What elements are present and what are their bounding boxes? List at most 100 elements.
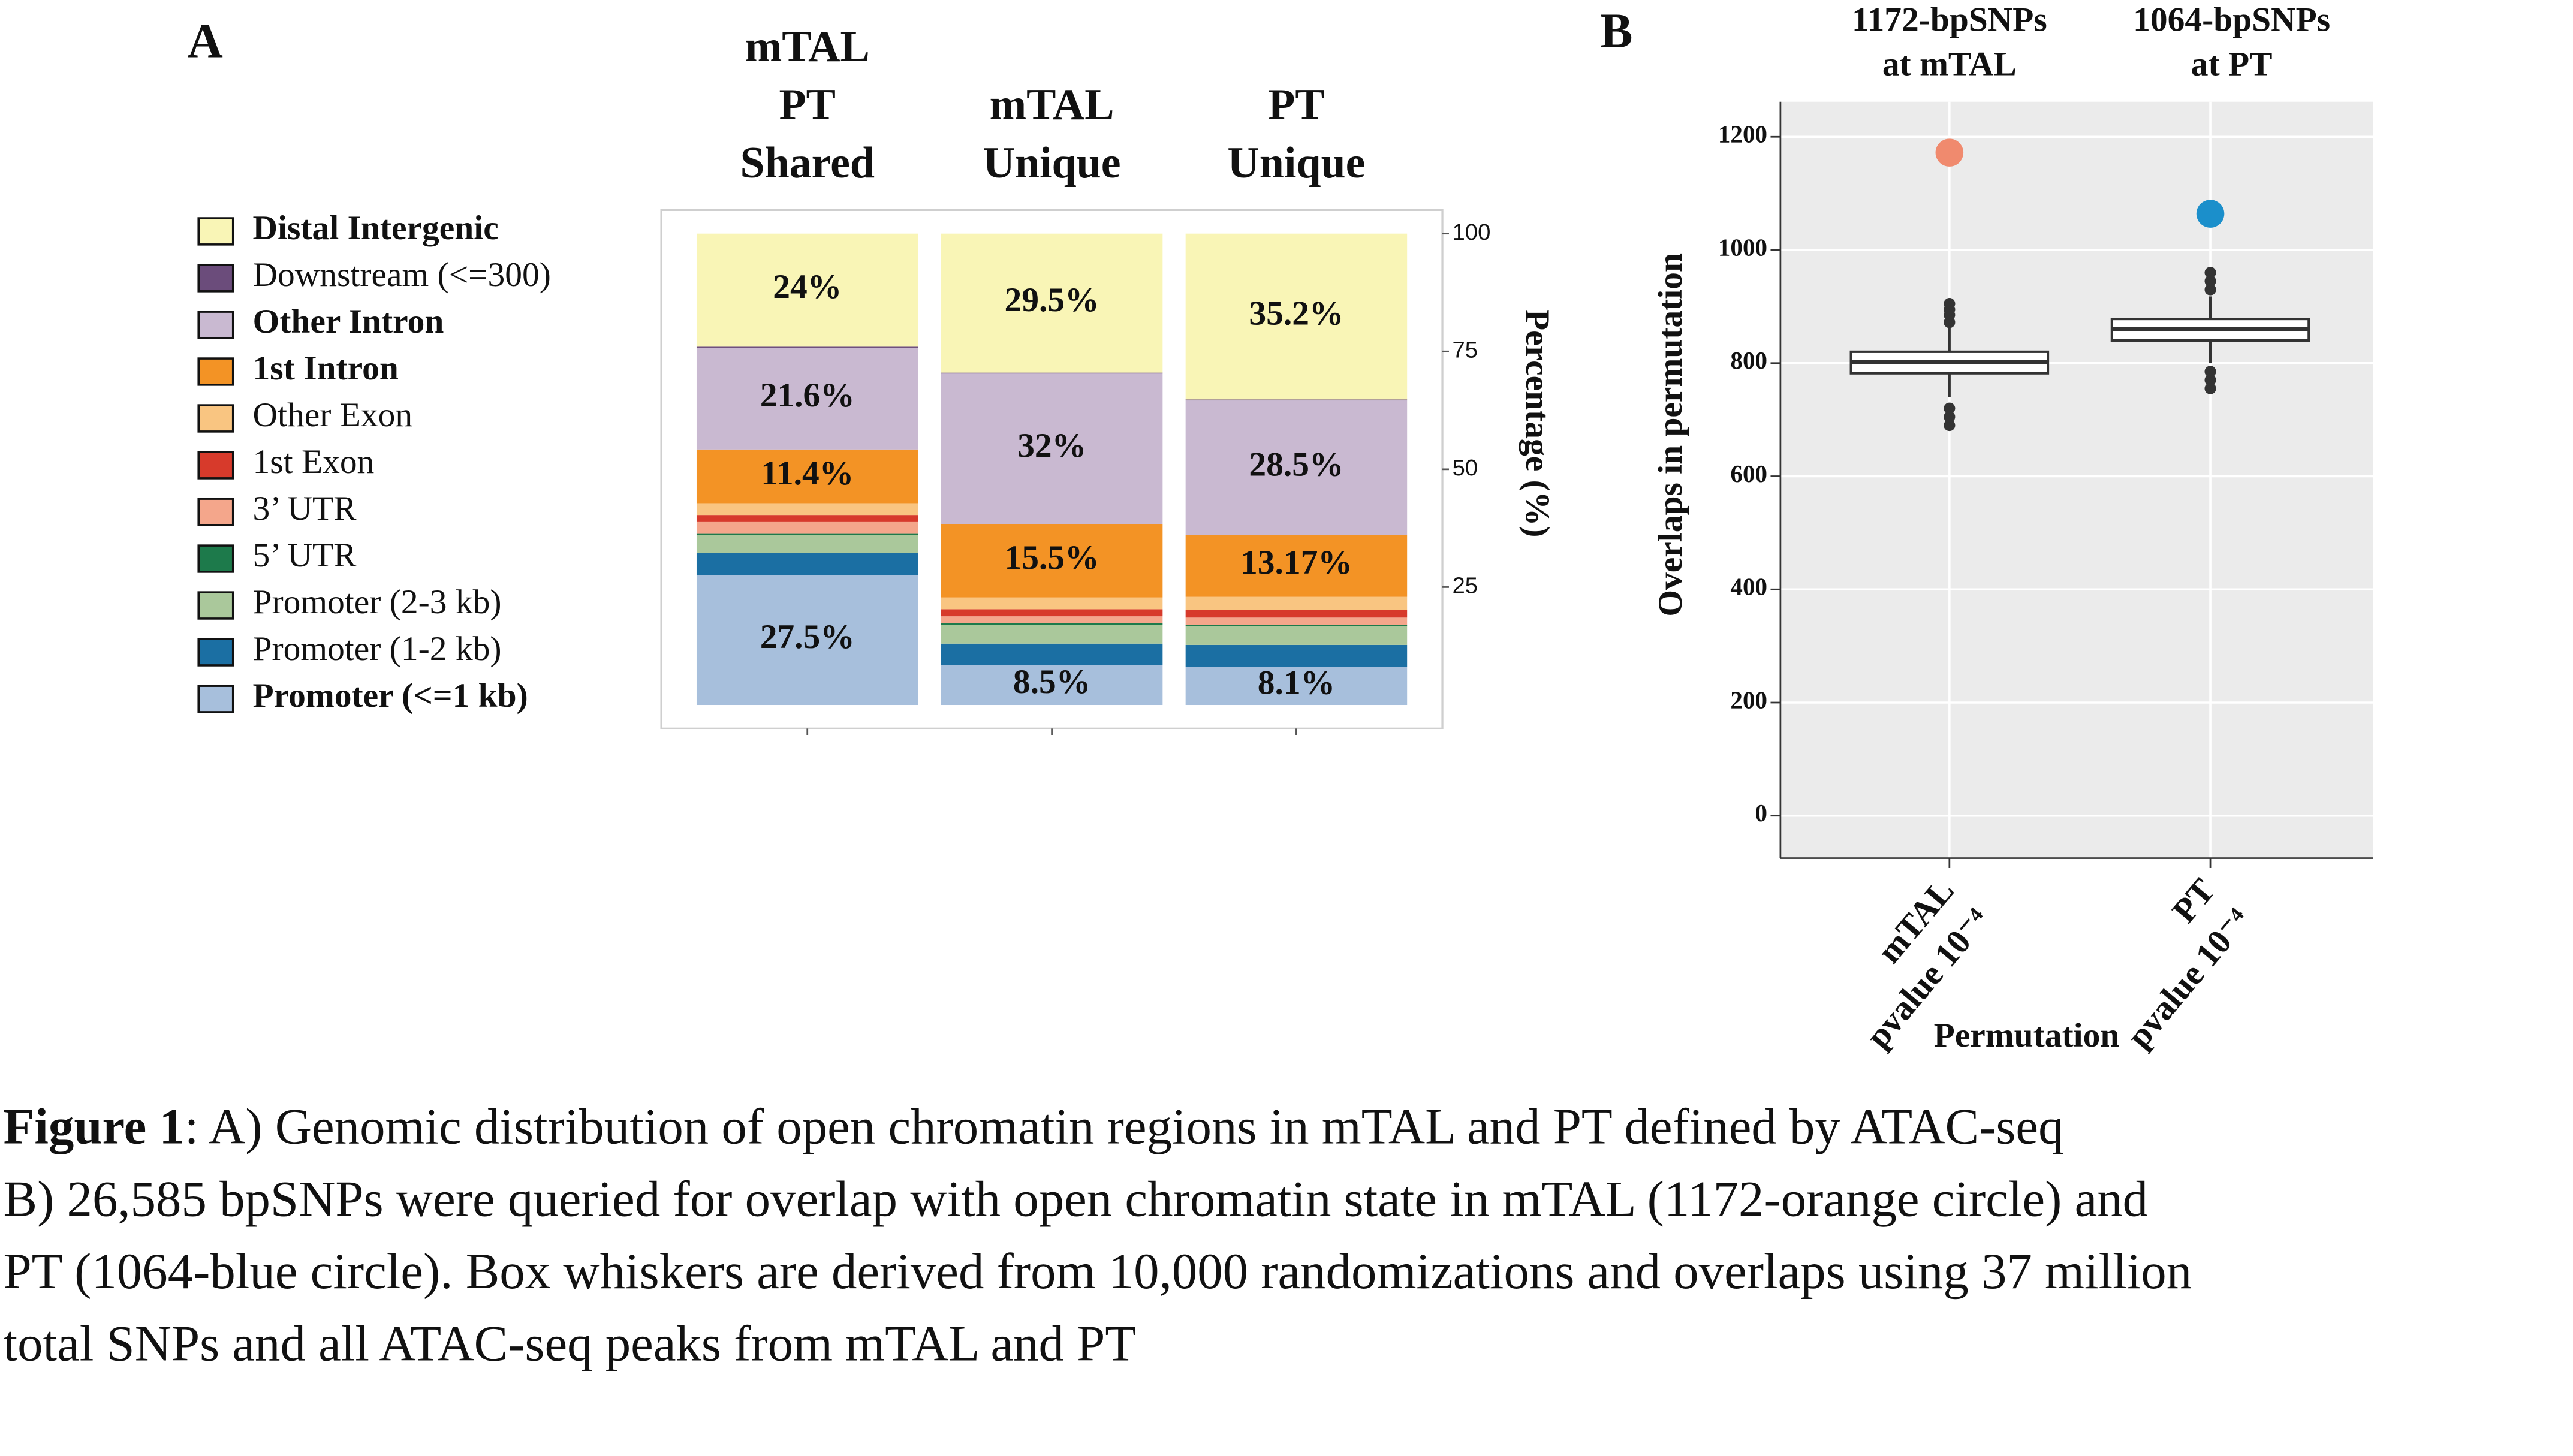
outlier xyxy=(1944,402,1956,414)
bar-segment xyxy=(1185,610,1408,618)
bar-segment xyxy=(696,233,918,347)
data-label: 24% xyxy=(773,268,842,306)
data-label: 29.5% xyxy=(1005,281,1099,319)
column-header: mTAL xyxy=(990,80,1114,129)
outlier xyxy=(2204,382,2216,394)
y-tick-label: 400 xyxy=(1730,573,1767,601)
legend-swatch xyxy=(197,498,234,526)
bar-segment xyxy=(941,623,1163,625)
bar-segment xyxy=(696,346,918,348)
outlier xyxy=(2204,275,2216,287)
legend-label: Other Exon xyxy=(253,396,413,434)
x-axis-title: Permutation xyxy=(1934,1017,2120,1054)
bar-segment xyxy=(1185,535,1408,597)
legend-label: 5’ UTR xyxy=(253,536,357,574)
caption-line: total SNPs and all ATAC-seq peaks from m… xyxy=(4,1315,1137,1371)
y-tick-label: 100 xyxy=(1452,219,1490,245)
bar-segment xyxy=(1185,400,1408,535)
bar-segment xyxy=(941,373,1163,524)
y-tick-label: 1200 xyxy=(1718,120,1767,148)
y-axis-title: Percentage (%) xyxy=(1519,309,1556,537)
legend-swatch xyxy=(197,451,234,480)
legend-label: Distal Intergenic xyxy=(253,209,499,247)
data-label: 15.5% xyxy=(1005,539,1099,577)
caption-text: : A) Genomic distribution of open chroma… xyxy=(185,1099,2064,1155)
y-tick-label: 800 xyxy=(1730,346,1767,374)
legend-swatch xyxy=(197,311,234,339)
bar-segment xyxy=(941,372,1163,374)
y-tick-label: 50 xyxy=(1452,455,1478,481)
column-header: Unique xyxy=(983,138,1121,187)
legend-swatch xyxy=(197,638,234,667)
annotation: 1172-bpSNPs xyxy=(1852,1,2047,39)
bar-segment xyxy=(696,515,918,522)
column-header: PT xyxy=(779,80,836,129)
y-axis-title: Overlaps in permutation xyxy=(1652,253,1689,617)
column-header: PT xyxy=(1268,80,1324,129)
bar-segment xyxy=(1185,617,1408,625)
bar-segment xyxy=(1185,644,1408,667)
bar-segment xyxy=(1185,233,1408,400)
data-label: 21.6% xyxy=(760,376,855,414)
bar-segment xyxy=(941,524,1163,598)
outlier xyxy=(1944,419,1956,432)
legend-label: 1st Intron xyxy=(253,349,399,387)
caption-line: Figure 1: A) Genomic distribution of ope… xyxy=(4,1099,2064,1155)
legend-label: Promoter (<=1 kb) xyxy=(253,677,528,715)
bar-segment xyxy=(941,643,1163,665)
observed-point xyxy=(1935,138,1964,167)
bar-segment xyxy=(696,575,918,706)
legend-label: Other Intron xyxy=(253,303,444,340)
bar-segment xyxy=(941,233,1163,373)
data-label: 8.5% xyxy=(1013,663,1090,701)
bar-segment xyxy=(941,616,1163,623)
bar-segment xyxy=(1185,625,1408,626)
bar-segment xyxy=(696,503,918,516)
legend-label: Promoter (2-3 kb) xyxy=(253,583,502,621)
bar-segment xyxy=(941,625,1163,644)
data-label: 11.4% xyxy=(761,454,854,492)
bar-segment xyxy=(941,597,1163,610)
data-label: 35.2% xyxy=(1249,294,1343,332)
bar-segment xyxy=(1185,596,1408,610)
bar-segment xyxy=(1185,399,1408,401)
caption-line: PT (1064-blue circle). Box whiskers are … xyxy=(4,1243,2192,1300)
outlier xyxy=(1944,298,1956,310)
legend-label: Downstream (<=300) xyxy=(253,256,551,294)
legend-swatch xyxy=(197,264,234,293)
bar-segment xyxy=(941,609,1163,617)
column-header: Unique xyxy=(1227,138,1365,187)
data-label: 28.5% xyxy=(1249,445,1343,483)
bar-segment xyxy=(696,347,918,450)
legend-swatch xyxy=(197,591,234,620)
bar-segment xyxy=(941,665,1163,706)
legend-swatch xyxy=(197,685,234,713)
annotation: 1064-bpSNPs xyxy=(2133,1,2330,39)
outlier xyxy=(1944,411,1956,423)
caption-line: B) 26,585 bpSNPs were queried for overla… xyxy=(4,1171,2149,1228)
legend-label: 3’ UTR xyxy=(253,490,357,527)
outlier xyxy=(2204,284,2216,296)
annotation: at mTAL xyxy=(1882,45,2017,83)
y-tick-label: 25 xyxy=(1452,573,1478,599)
legend-swatch xyxy=(197,217,234,246)
bar-segment xyxy=(696,535,918,553)
bar-segment xyxy=(1185,667,1408,706)
outlier xyxy=(2204,267,2216,279)
column-header: mTAL xyxy=(745,22,870,71)
legend-swatch xyxy=(197,357,234,386)
column-header: Shared xyxy=(740,138,875,187)
y-tick-label: 200 xyxy=(1730,686,1767,713)
legend-label: 1st Exon xyxy=(253,443,375,481)
observed-point xyxy=(2196,200,2225,228)
y-tick-label: 1000 xyxy=(1718,233,1767,261)
data-label: 8.1% xyxy=(1258,664,1335,701)
data-label: 32% xyxy=(1017,427,1086,465)
caption-label: Figure 1 xyxy=(4,1099,185,1155)
legend-swatch xyxy=(197,404,234,433)
bar-segment xyxy=(696,449,918,504)
bar-segment xyxy=(696,553,918,575)
legend-swatch xyxy=(197,544,234,573)
